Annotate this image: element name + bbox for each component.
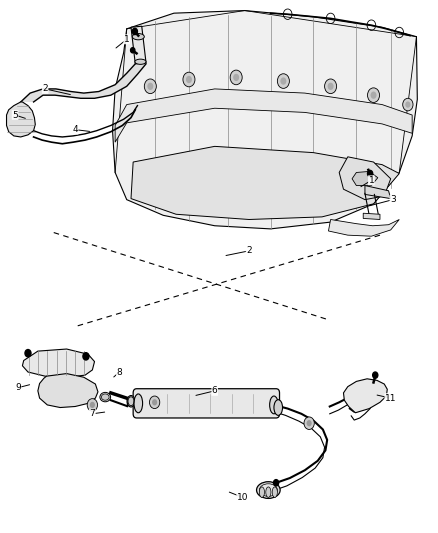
Polygon shape	[21, 64, 146, 102]
Circle shape	[230, 70, 242, 85]
Text: 6: 6	[212, 386, 218, 395]
Circle shape	[132, 28, 138, 35]
Polygon shape	[339, 157, 391, 200]
Text: 2: 2	[42, 84, 48, 93]
Circle shape	[367, 88, 380, 102]
Text: 1: 1	[368, 176, 374, 185]
Ellipse shape	[272, 487, 277, 497]
Text: 9: 9	[15, 383, 21, 392]
Circle shape	[328, 83, 334, 90]
Circle shape	[183, 72, 195, 87]
Polygon shape	[131, 26, 146, 64]
Ellipse shape	[134, 394, 143, 413]
Polygon shape	[22, 349, 95, 377]
Ellipse shape	[259, 487, 265, 497]
Text: 7: 7	[89, 409, 95, 418]
Polygon shape	[352, 172, 378, 185]
Polygon shape	[7, 102, 35, 137]
Ellipse shape	[127, 395, 135, 407]
Circle shape	[147, 83, 153, 90]
Circle shape	[405, 101, 410, 108]
Polygon shape	[343, 379, 387, 413]
Text: 2: 2	[246, 246, 252, 255]
Ellipse shape	[270, 396, 278, 414]
Polygon shape	[113, 11, 417, 229]
Circle shape	[277, 74, 290, 88]
Text: 4: 4	[72, 125, 78, 134]
Circle shape	[325, 79, 337, 94]
Circle shape	[131, 47, 135, 53]
Circle shape	[233, 74, 239, 81]
Circle shape	[373, 372, 378, 378]
Ellipse shape	[132, 34, 144, 40]
Text: 1: 1	[124, 35, 130, 44]
FancyBboxPatch shape	[133, 389, 279, 418]
Circle shape	[304, 417, 314, 430]
Polygon shape	[38, 374, 98, 408]
Ellipse shape	[259, 484, 277, 496]
Circle shape	[280, 77, 286, 85]
Circle shape	[403, 98, 413, 111]
Ellipse shape	[100, 392, 111, 402]
Polygon shape	[365, 185, 391, 199]
Circle shape	[83, 353, 89, 360]
Polygon shape	[115, 89, 412, 142]
Circle shape	[87, 399, 98, 411]
Text: 3: 3	[390, 195, 396, 204]
Circle shape	[367, 171, 373, 176]
Ellipse shape	[257, 482, 280, 498]
Circle shape	[307, 420, 312, 426]
Ellipse shape	[101, 394, 109, 400]
Circle shape	[149, 396, 160, 409]
Text: 5: 5	[12, 110, 18, 119]
Circle shape	[273, 480, 279, 486]
Text: 11: 11	[385, 394, 396, 402]
Circle shape	[152, 399, 157, 406]
Circle shape	[186, 76, 192, 83]
Ellipse shape	[135, 59, 146, 64]
Text: 8: 8	[117, 368, 122, 376]
Polygon shape	[363, 213, 380, 220]
Ellipse shape	[274, 400, 283, 415]
Polygon shape	[328, 220, 399, 236]
Text: 10: 10	[237, 493, 248, 502]
Circle shape	[144, 79, 156, 94]
Circle shape	[371, 92, 377, 99]
Circle shape	[25, 350, 31, 357]
Circle shape	[90, 402, 95, 408]
Ellipse shape	[266, 487, 271, 497]
Polygon shape	[131, 147, 399, 220]
